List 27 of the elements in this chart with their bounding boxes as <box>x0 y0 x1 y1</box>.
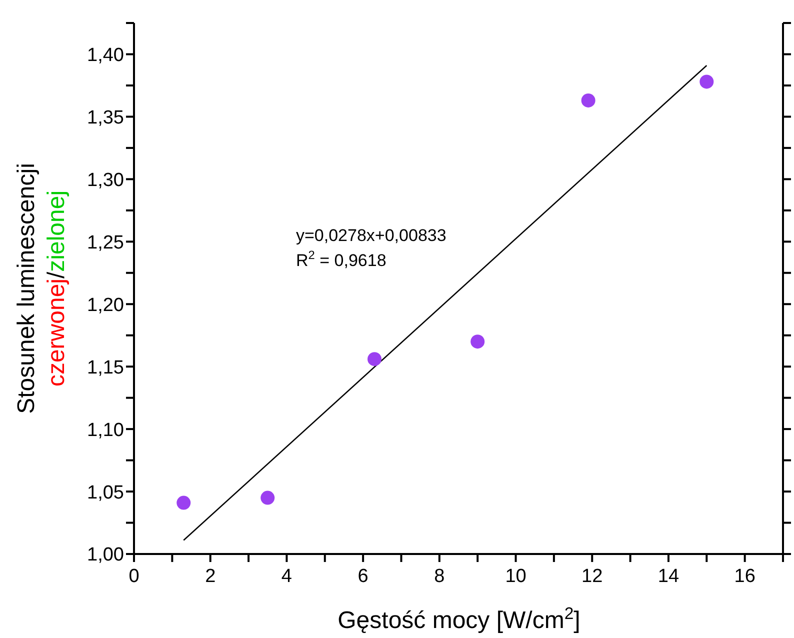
point <box>470 334 485 349</box>
point <box>581 93 596 108</box>
x-tick-label: 4 <box>281 566 292 587</box>
point <box>176 496 191 510</box>
y-tick-label: 1,05 <box>87 482 124 504</box>
y-tick-label: 1,20 <box>87 294 124 316</box>
y-tick-label: 1,10 <box>87 420 124 441</box>
x-axis-title: Gęstość mocy [W/cm$^{2}$] <box>338 604 580 634</box>
x-tick-label: 6 <box>358 566 368 587</box>
x-tick-label: 8 <box>434 566 445 587</box>
x-tick-label: 12 <box>582 566 603 587</box>
point <box>700 74 714 89</box>
x-tick-label: 10 <box>505 566 526 587</box>
y-tick-label: 1,40 <box>87 44 124 66</box>
x-tick-label: 14 <box>658 566 680 587</box>
y-tick-label: 1,25 <box>87 232 124 254</box>
annotation: R$^{2}$ = 0,9618 <box>296 248 386 270</box>
x-tick-label: 0 <box>128 566 140 587</box>
point <box>368 352 382 366</box>
x-tick-label: 2 <box>205 566 216 587</box>
x-tick-label: 16 <box>734 566 756 587</box>
annotation: y=0,0278x+0,00833 <box>296 226 446 245</box>
y-tick-label: 1,15 <box>87 357 124 378</box>
y-tick-label: 1,30 <box>87 170 124 191</box>
point <box>260 490 275 505</box>
y-tick-label: 1,00 <box>87 544 124 566</box>
y-tick-label: 1,35 <box>87 107 124 128</box>
